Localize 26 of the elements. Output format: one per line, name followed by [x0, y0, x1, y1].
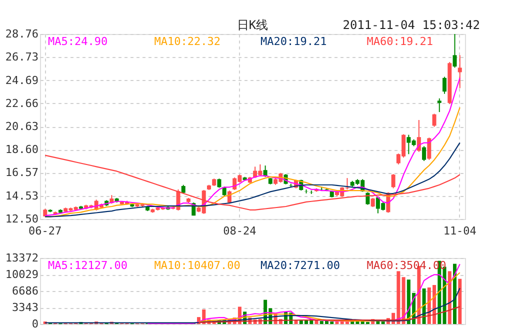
text: MA5:24.90	[48, 35, 108, 48]
y-tick-label: 20.63	[5, 120, 38, 133]
y-tick-label: 28.76	[5, 28, 38, 40]
y-tick-label: 6686	[12, 284, 38, 298]
y-tick-label: 14.53	[5, 189, 38, 202]
y-tick-label: 26.73	[5, 50, 38, 64]
y-tick-label: 0	[32, 318, 38, 330]
y-tick-label: 22.66	[5, 96, 38, 110]
text: 日K线	[236, 18, 268, 32]
y-tick-label: 24.69	[5, 74, 38, 87]
text: MA5:12127.00	[48, 259, 128, 272]
x-tick-label: 06-27	[28, 224, 62, 238]
x-tick-label: 08-24	[223, 224, 257, 238]
y-tick-label: 12.50	[5, 212, 38, 226]
y-tick-label: 13372	[5, 252, 38, 264]
text: MA20:7271.00	[260, 259, 340, 272]
text: MA60:19.21	[366, 35, 433, 48]
text: 2011-11-04 15:03:42	[342, 18, 480, 32]
text: MA10:10407.00	[154, 259, 240, 272]
text: MA10:22.32	[154, 35, 220, 48]
text: MA20:19.21	[260, 35, 327, 48]
y-tick-label: 16.57	[5, 166, 38, 180]
x-tick-label: 11-04	[443, 224, 477, 238]
y-tick-label: 18.60	[5, 143, 38, 156]
y-tick-label: 10029	[5, 268, 38, 281]
y-tick-label: 3343	[12, 301, 38, 314]
